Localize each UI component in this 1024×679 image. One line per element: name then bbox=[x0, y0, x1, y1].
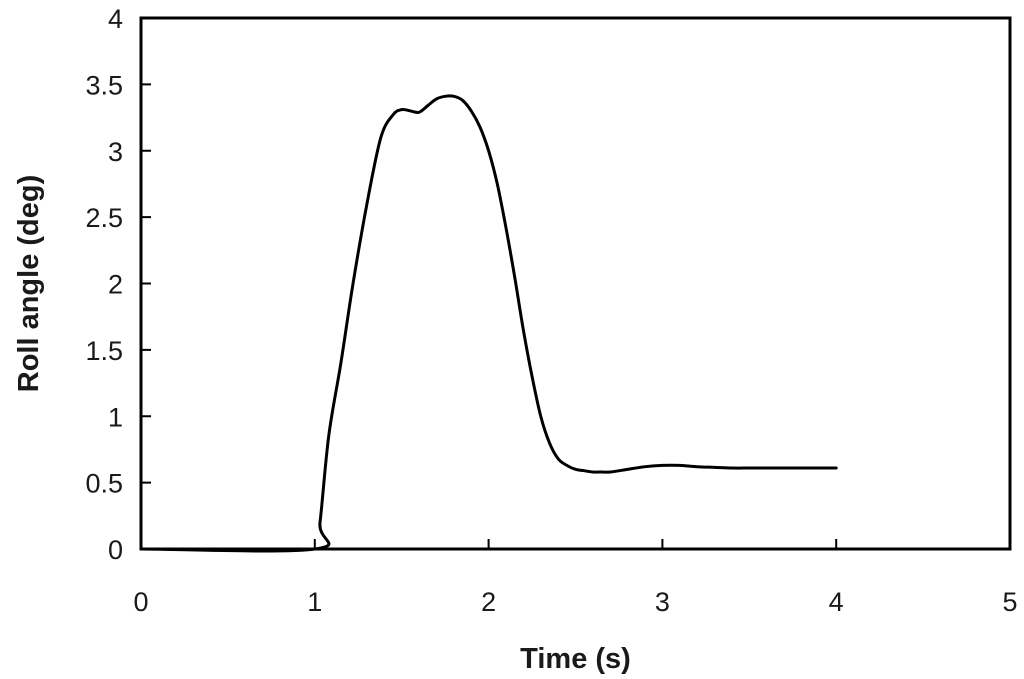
y-axis-title: Roll angle (deg) bbox=[13, 175, 45, 393]
x-axis-title: Time (s) bbox=[520, 643, 631, 675]
y-tick-label: 0 bbox=[108, 535, 123, 565]
y-tick-label: 2 bbox=[108, 270, 123, 300]
x-tick-label: 1 bbox=[307, 587, 322, 617]
x-tick-labels: 0 1 2 3 4 5 bbox=[133, 587, 1017, 617]
y-tick-label: 3.5 bbox=[85, 70, 123, 100]
x-tick-label: 5 bbox=[1002, 587, 1017, 617]
y-tick-label: 1 bbox=[108, 402, 123, 432]
y-tick-label: 2.5 bbox=[85, 203, 123, 233]
y-tick-label: 3 bbox=[108, 137, 123, 167]
y-tick-label: 4 bbox=[108, 4, 123, 34]
y-ticks bbox=[141, 17, 151, 550]
y-tick-labels: 0 0.5 1 1.5 2 2.5 3 3.5 4 bbox=[85, 4, 123, 565]
x-tick-label: 3 bbox=[655, 587, 670, 617]
x-ticks bbox=[140, 539, 1011, 549]
y-tick-label: 1.5 bbox=[85, 336, 123, 366]
series-line bbox=[139, 94, 838, 553]
y-tick-label: 0.5 bbox=[85, 469, 123, 499]
x-tick-label: 2 bbox=[481, 587, 496, 617]
x-tick-label: 4 bbox=[829, 587, 844, 617]
x-tick-label: 0 bbox=[133, 587, 148, 617]
